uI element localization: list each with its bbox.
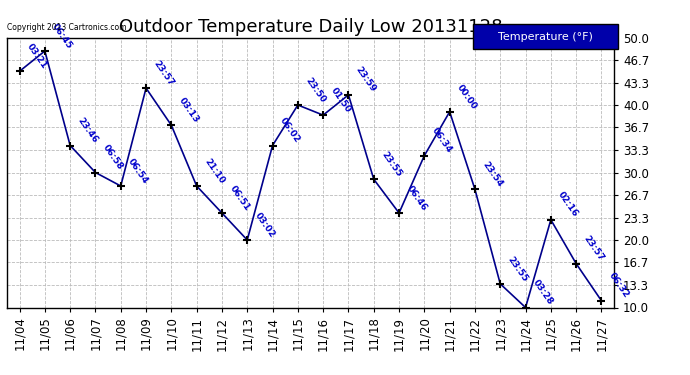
Text: 03:02: 03:02 <box>253 211 277 239</box>
Text: Copyright 2013 Cartronics.com: Copyright 2013 Cartronics.com <box>7 23 126 32</box>
Title: Outdoor Temperature Daily Low 20131128: Outdoor Temperature Daily Low 20131128 <box>119 18 502 36</box>
Text: 23:57: 23:57 <box>582 234 606 263</box>
Text: 23:55: 23:55 <box>380 150 403 178</box>
Text: Temperature (°F): Temperature (°F) <box>497 32 593 42</box>
Text: 23:46: 23:46 <box>76 116 99 145</box>
Text: 06:54: 06:54 <box>126 157 150 185</box>
Text: 21:10: 21:10 <box>202 157 226 185</box>
Text: 23:57: 23:57 <box>152 58 175 87</box>
Text: 23:59: 23:59 <box>354 65 378 94</box>
Text: 03:13: 03:13 <box>177 96 201 124</box>
Text: 23:55: 23:55 <box>506 255 530 283</box>
Text: 03:28: 03:28 <box>531 278 555 307</box>
Text: 00:00: 00:00 <box>455 83 479 111</box>
Text: 06:34: 06:34 <box>430 126 454 155</box>
Text: 23:54: 23:54 <box>480 160 504 189</box>
Text: 06:45: 06:45 <box>50 22 75 50</box>
Text: 23:50: 23:50 <box>304 76 327 104</box>
Text: 06:58: 06:58 <box>101 143 125 172</box>
Text: 03:21: 03:21 <box>25 42 49 70</box>
Text: 06:32: 06:32 <box>607 272 631 300</box>
Text: 06:46: 06:46 <box>404 184 428 212</box>
Text: 06:02: 06:02 <box>278 116 302 145</box>
Text: 01:50: 01:50 <box>328 86 353 114</box>
Text: 06:51: 06:51 <box>228 184 251 212</box>
Text: 02:16: 02:16 <box>556 190 580 219</box>
